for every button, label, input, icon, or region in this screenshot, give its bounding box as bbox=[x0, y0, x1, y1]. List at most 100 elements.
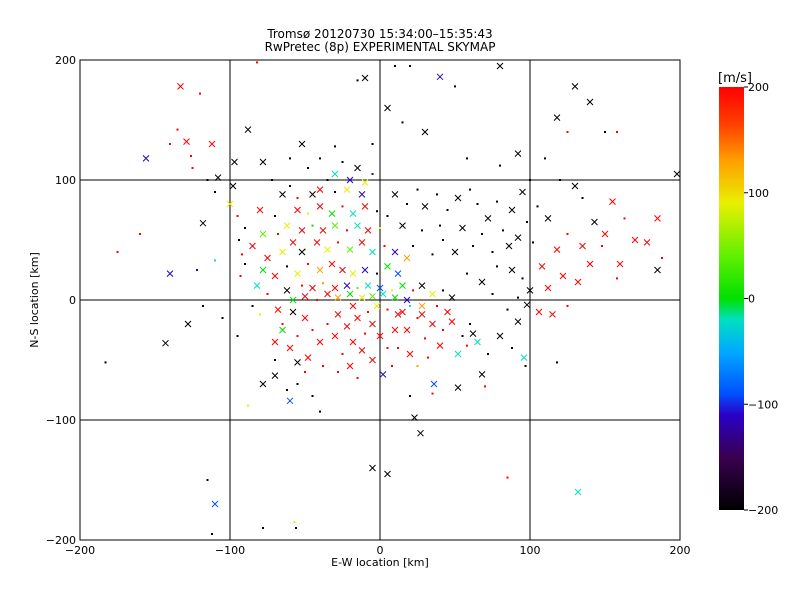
data-point-dot bbox=[371, 173, 374, 175]
data-point-dot bbox=[472, 245, 474, 247]
data-point-dot bbox=[266, 293, 269, 295]
data-point-x bbox=[349, 210, 357, 217]
data-point-x bbox=[349, 338, 357, 346]
data-point-dot bbox=[341, 353, 344, 355]
data-point-x bbox=[289, 308, 297, 316]
data-point-x bbox=[586, 260, 594, 268]
data-point-x bbox=[384, 104, 391, 112]
data-point-dot bbox=[307, 212, 309, 215]
data-point-x bbox=[609, 198, 616, 205]
data-point-dot bbox=[289, 157, 291, 160]
data-point-x bbox=[549, 311, 556, 318]
data-point-dot bbox=[274, 215, 276, 217]
data-point-x bbox=[211, 500, 219, 508]
data-point-x bbox=[454, 350, 462, 358]
data-point-dot bbox=[469, 323, 471, 325]
data-point-x bbox=[574, 278, 582, 286]
data-point-dot bbox=[416, 365, 419, 367]
data-point-x bbox=[384, 263, 391, 270]
data-point-dot bbox=[469, 188, 471, 191]
data-point-x bbox=[571, 83, 579, 90]
data-point-dot bbox=[304, 371, 306, 373]
data-point-dot bbox=[421, 229, 423, 232]
data-point-x bbox=[343, 186, 351, 193]
data-point-x bbox=[369, 356, 376, 364]
data-point-dot bbox=[391, 289, 393, 292]
data-point-x bbox=[436, 342, 444, 349]
data-point-dot bbox=[383, 245, 386, 247]
data-point-x bbox=[361, 179, 369, 186]
colorbar-gradient bbox=[719, 87, 744, 510]
data-point-dot bbox=[581, 197, 584, 199]
data-point-x bbox=[331, 332, 339, 340]
data-point-x bbox=[361, 203, 369, 210]
data-point-x bbox=[478, 371, 486, 378]
data-point-dot bbox=[356, 79, 359, 82]
data-point-dot bbox=[481, 233, 483, 235]
data-point-dot bbox=[623, 217, 626, 220]
data-point-dot bbox=[556, 361, 558, 364]
data-point-x bbox=[298, 140, 306, 148]
data-point-x bbox=[346, 362, 354, 370]
data-point-x bbox=[369, 248, 376, 256]
data-point-dot bbox=[394, 65, 396, 67]
data-point-dot bbox=[239, 275, 242, 277]
data-point-dot bbox=[436, 305, 438, 307]
data-point-x bbox=[574, 488, 582, 496]
x-tick-label: 200 bbox=[670, 544, 691, 557]
data-point-x bbox=[324, 290, 331, 298]
data-point-dot bbox=[311, 224, 314, 227]
data-point-x bbox=[304, 354, 312, 361]
data-point-dot bbox=[214, 259, 216, 262]
data-point-x bbox=[331, 284, 339, 292]
data-point-dot bbox=[376, 272, 378, 275]
data-point-dot bbox=[326, 179, 329, 181]
data-point-dot bbox=[367, 311, 369, 313]
data-point-dot bbox=[214, 191, 216, 193]
data-point-dot bbox=[446, 209, 449, 211]
data-point-x bbox=[313, 239, 321, 246]
data-point-dot bbox=[341, 205, 344, 208]
data-point-x bbox=[294, 206, 301, 214]
data-point-dot bbox=[139, 233, 141, 235]
data-point-x bbox=[459, 224, 466, 232]
data-point-dot bbox=[322, 365, 324, 367]
data-point-dot bbox=[337, 241, 339, 244]
data-point-dot bbox=[466, 157, 468, 160]
data-point-x bbox=[354, 164, 361, 172]
data-point-dot bbox=[202, 305, 204, 307]
data-point-x bbox=[264, 254, 271, 262]
data-point-x bbox=[643, 239, 651, 246]
data-point-dot bbox=[244, 227, 246, 229]
data-point-x bbox=[283, 222, 291, 229]
data-point-x bbox=[331, 222, 339, 229]
data-point-dot bbox=[461, 335, 464, 337]
x-tick-label: 0 bbox=[377, 544, 384, 557]
data-point-dot bbox=[466, 344, 468, 347]
data-point-dot bbox=[566, 131, 569, 133]
data-point-dot bbox=[442, 239, 444, 241]
x-tick-label: 100 bbox=[520, 544, 541, 557]
colorbar-tick-label: −200 bbox=[748, 504, 778, 517]
data-point-dot bbox=[334, 191, 336, 193]
data-point-x bbox=[496, 332, 504, 340]
data-point-dot bbox=[307, 167, 309, 169]
data-point-dot bbox=[491, 251, 494, 253]
data-point-x bbox=[199, 219, 207, 227]
data-point-x bbox=[349, 270, 357, 277]
data-point-x bbox=[514, 234, 522, 241]
data-point-dot bbox=[616, 277, 618, 280]
data-point-dot bbox=[424, 337, 426, 340]
data-point-dot bbox=[319, 410, 321, 413]
data-point-x bbox=[358, 347, 366, 354]
data-point-x bbox=[244, 126, 252, 133]
data-point-x bbox=[391, 248, 399, 256]
chart-title: Tromsø 20120730 15:34:00–15:35:43 bbox=[266, 27, 492, 41]
data-point-dot bbox=[566, 233, 569, 235]
data-point-dot bbox=[307, 263, 309, 265]
data-point-dot bbox=[604, 131, 606, 133]
data-point-x bbox=[274, 306, 282, 313]
data-point-dot bbox=[316, 299, 318, 301]
data-point-x bbox=[343, 282, 351, 289]
